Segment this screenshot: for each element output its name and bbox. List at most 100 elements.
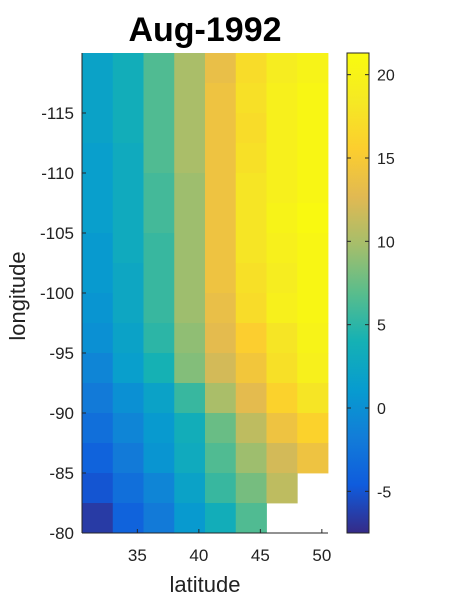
heatmap-cell — [174, 293, 206, 324]
heatmap-cell — [82, 293, 114, 324]
heatmap-cell — [82, 83, 114, 114]
heatmap-cell — [297, 173, 329, 204]
heatmap-cell — [112, 53, 144, 84]
heatmap-cell — [143, 473, 175, 504]
heatmap-cell — [297, 443, 329, 474]
heatmap-cell — [174, 383, 206, 414]
heatmap-cell — [82, 173, 114, 204]
heatmap-cell — [174, 173, 206, 204]
heatmap-cell — [82, 323, 114, 354]
heatmap-cell — [82, 233, 114, 264]
heatmap-cell — [266, 233, 298, 264]
x-tick-label: 45 — [251, 546, 270, 565]
heatmap-cell — [82, 353, 114, 384]
heatmap-cell — [112, 413, 144, 444]
heatmap-cell — [143, 203, 175, 234]
heatmap-cell — [143, 53, 175, 84]
heatmap-cell — [205, 413, 237, 444]
heatmap-cell — [266, 353, 298, 384]
heatmap-cell — [235, 383, 267, 414]
x-axis-ticks: 35 40 45 50 — [128, 529, 331, 565]
heatmap-cell — [82, 113, 114, 144]
heatmap-cell — [235, 173, 267, 204]
heatmap-cell — [174, 203, 206, 234]
y-tick-label: -115 — [41, 104, 74, 123]
heatmap-cell — [205, 263, 237, 294]
heatmap-cell — [205, 113, 237, 144]
heatmap-cell — [112, 353, 144, 384]
heatmap-cell — [174, 413, 206, 444]
heatmap-cell — [112, 233, 144, 264]
heatmap-cell — [174, 503, 206, 534]
heatmap-cell — [235, 143, 267, 174]
heatmap-cell — [82, 203, 114, 234]
heatmap-cell — [235, 53, 267, 84]
heatmap-cell — [112, 293, 144, 324]
heatmap-cell — [112, 383, 144, 414]
heatmap-cell — [143, 143, 175, 174]
heatmap-cell — [266, 473, 298, 504]
heatmap-cell — [266, 323, 298, 354]
heatmap-cell — [266, 173, 298, 204]
heatmap-cell — [297, 203, 329, 234]
heatmap-cell — [235, 443, 267, 474]
heatmap-cell — [112, 263, 144, 294]
heatmap-cell — [205, 53, 237, 84]
heatmap-cell — [112, 113, 144, 144]
heatmap-cell — [266, 443, 298, 474]
x-tick-label: 40 — [189, 546, 208, 565]
heatmap-cell — [266, 263, 298, 294]
heatmap-cell — [235, 293, 267, 324]
heatmap-cell — [143, 233, 175, 264]
heatmap-cell — [143, 83, 175, 114]
colorbar-tick-label: 0 — [377, 401, 386, 418]
heatmap-cell — [297, 353, 329, 384]
heatmap-cell — [112, 173, 144, 204]
heatmap-cell — [82, 413, 114, 444]
heatmap-cell — [174, 473, 206, 504]
heatmap-cell — [297, 83, 329, 114]
heatmap-cell — [143, 353, 175, 384]
heatmap-cell — [266, 53, 298, 84]
colorbar-tick-label: 10 — [377, 234, 395, 251]
y-tick-label: -90 — [49, 404, 74, 423]
heatmap-cell — [235, 413, 267, 444]
heatmap-cell — [174, 323, 206, 354]
colorbar-tick-label: -5 — [377, 484, 391, 501]
heatmap-cell — [143, 383, 175, 414]
heatmap-cell — [205, 383, 237, 414]
heatmap-cell — [266, 83, 298, 114]
heatmap-cell — [112, 203, 144, 234]
heatmap-cell — [82, 443, 114, 474]
heatmap-cell — [143, 323, 175, 354]
y-axis-ticks: -115 -110 -105 -100 -95 -90 -85 -80 — [40, 104, 86, 543]
heatmap-cell — [143, 443, 175, 474]
heatmap-cell — [297, 233, 329, 264]
heatmap-cell — [143, 173, 175, 204]
heatmap-cell — [112, 503, 144, 534]
heatmap-cell — [266, 293, 298, 324]
heatmap-cell — [112, 473, 144, 504]
heatmap-cell — [174, 353, 206, 384]
heatmap-cell — [112, 323, 144, 354]
heatmap-cell — [205, 173, 237, 204]
colorbar-tick-label: 5 — [377, 318, 386, 335]
y-tick-label: -100 — [40, 284, 74, 303]
heatmap-cell — [235, 113, 267, 144]
heatmap-cell — [174, 263, 206, 294]
x-tick-label: 35 — [128, 546, 147, 565]
heatmap-cell — [235, 203, 267, 234]
heatmap-cell — [297, 293, 329, 324]
heatmap-cell — [297, 53, 329, 84]
y-tick-label: -105 — [40, 224, 74, 243]
heatmap-cell — [297, 413, 329, 444]
heatmap-cell — [235, 263, 267, 294]
heatmap-cell — [235, 83, 267, 114]
heatmap-cell — [174, 83, 206, 114]
x-tick-label: 50 — [312, 546, 331, 565]
colorbar-ticks: -5 0 5 10 15 20 — [347, 68, 395, 501]
heatmap-cell — [205, 293, 237, 324]
heatmap-cell — [174, 143, 206, 174]
heatmap-cell — [174, 53, 206, 84]
heatmap-cell — [174, 233, 206, 264]
